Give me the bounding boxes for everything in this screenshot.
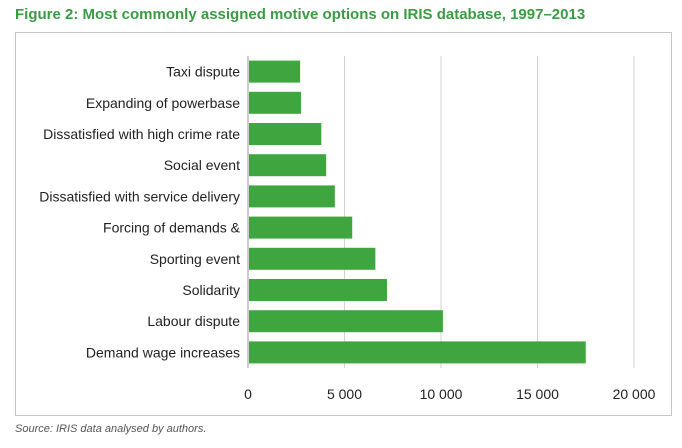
category-label: Labour dispute [147,313,240,329]
bar [249,279,387,301]
category-label: Sporting event [150,251,240,267]
category-label: Forcing of demands & [103,220,241,236]
bar [249,247,376,270]
bar [249,341,586,364]
source-note: Source: IRIS data analysed by authors. [15,423,207,435]
category-label: Expanding of powerbase [86,95,240,111]
x-tick-label: 15 000 [516,386,559,402]
bar [249,60,301,83]
bar [249,154,327,177]
chart-frame [15,32,672,416]
x-tick-label: 0 [244,386,252,402]
bar [249,123,322,145]
category-label: Solidarity [182,282,240,298]
bar [249,216,353,239]
x-tick-label: 5 000 [327,386,362,402]
category-label: Social event [164,157,240,173]
x-tick-label: 10 000 [420,386,463,402]
category-label: Dissatisfied with service delivery [39,188,240,204]
category-label: Taxi dispute [166,64,240,80]
bar [249,91,302,114]
category-label: Dissatisfied with high crime rate [43,126,240,142]
figure-title: Figure 2: Most commonly assigned motive … [15,6,586,23]
x-tick-label: 20 000 [613,386,656,402]
category-label: Demand wage increases [86,344,240,360]
bar [249,310,443,333]
bar [249,185,335,208]
